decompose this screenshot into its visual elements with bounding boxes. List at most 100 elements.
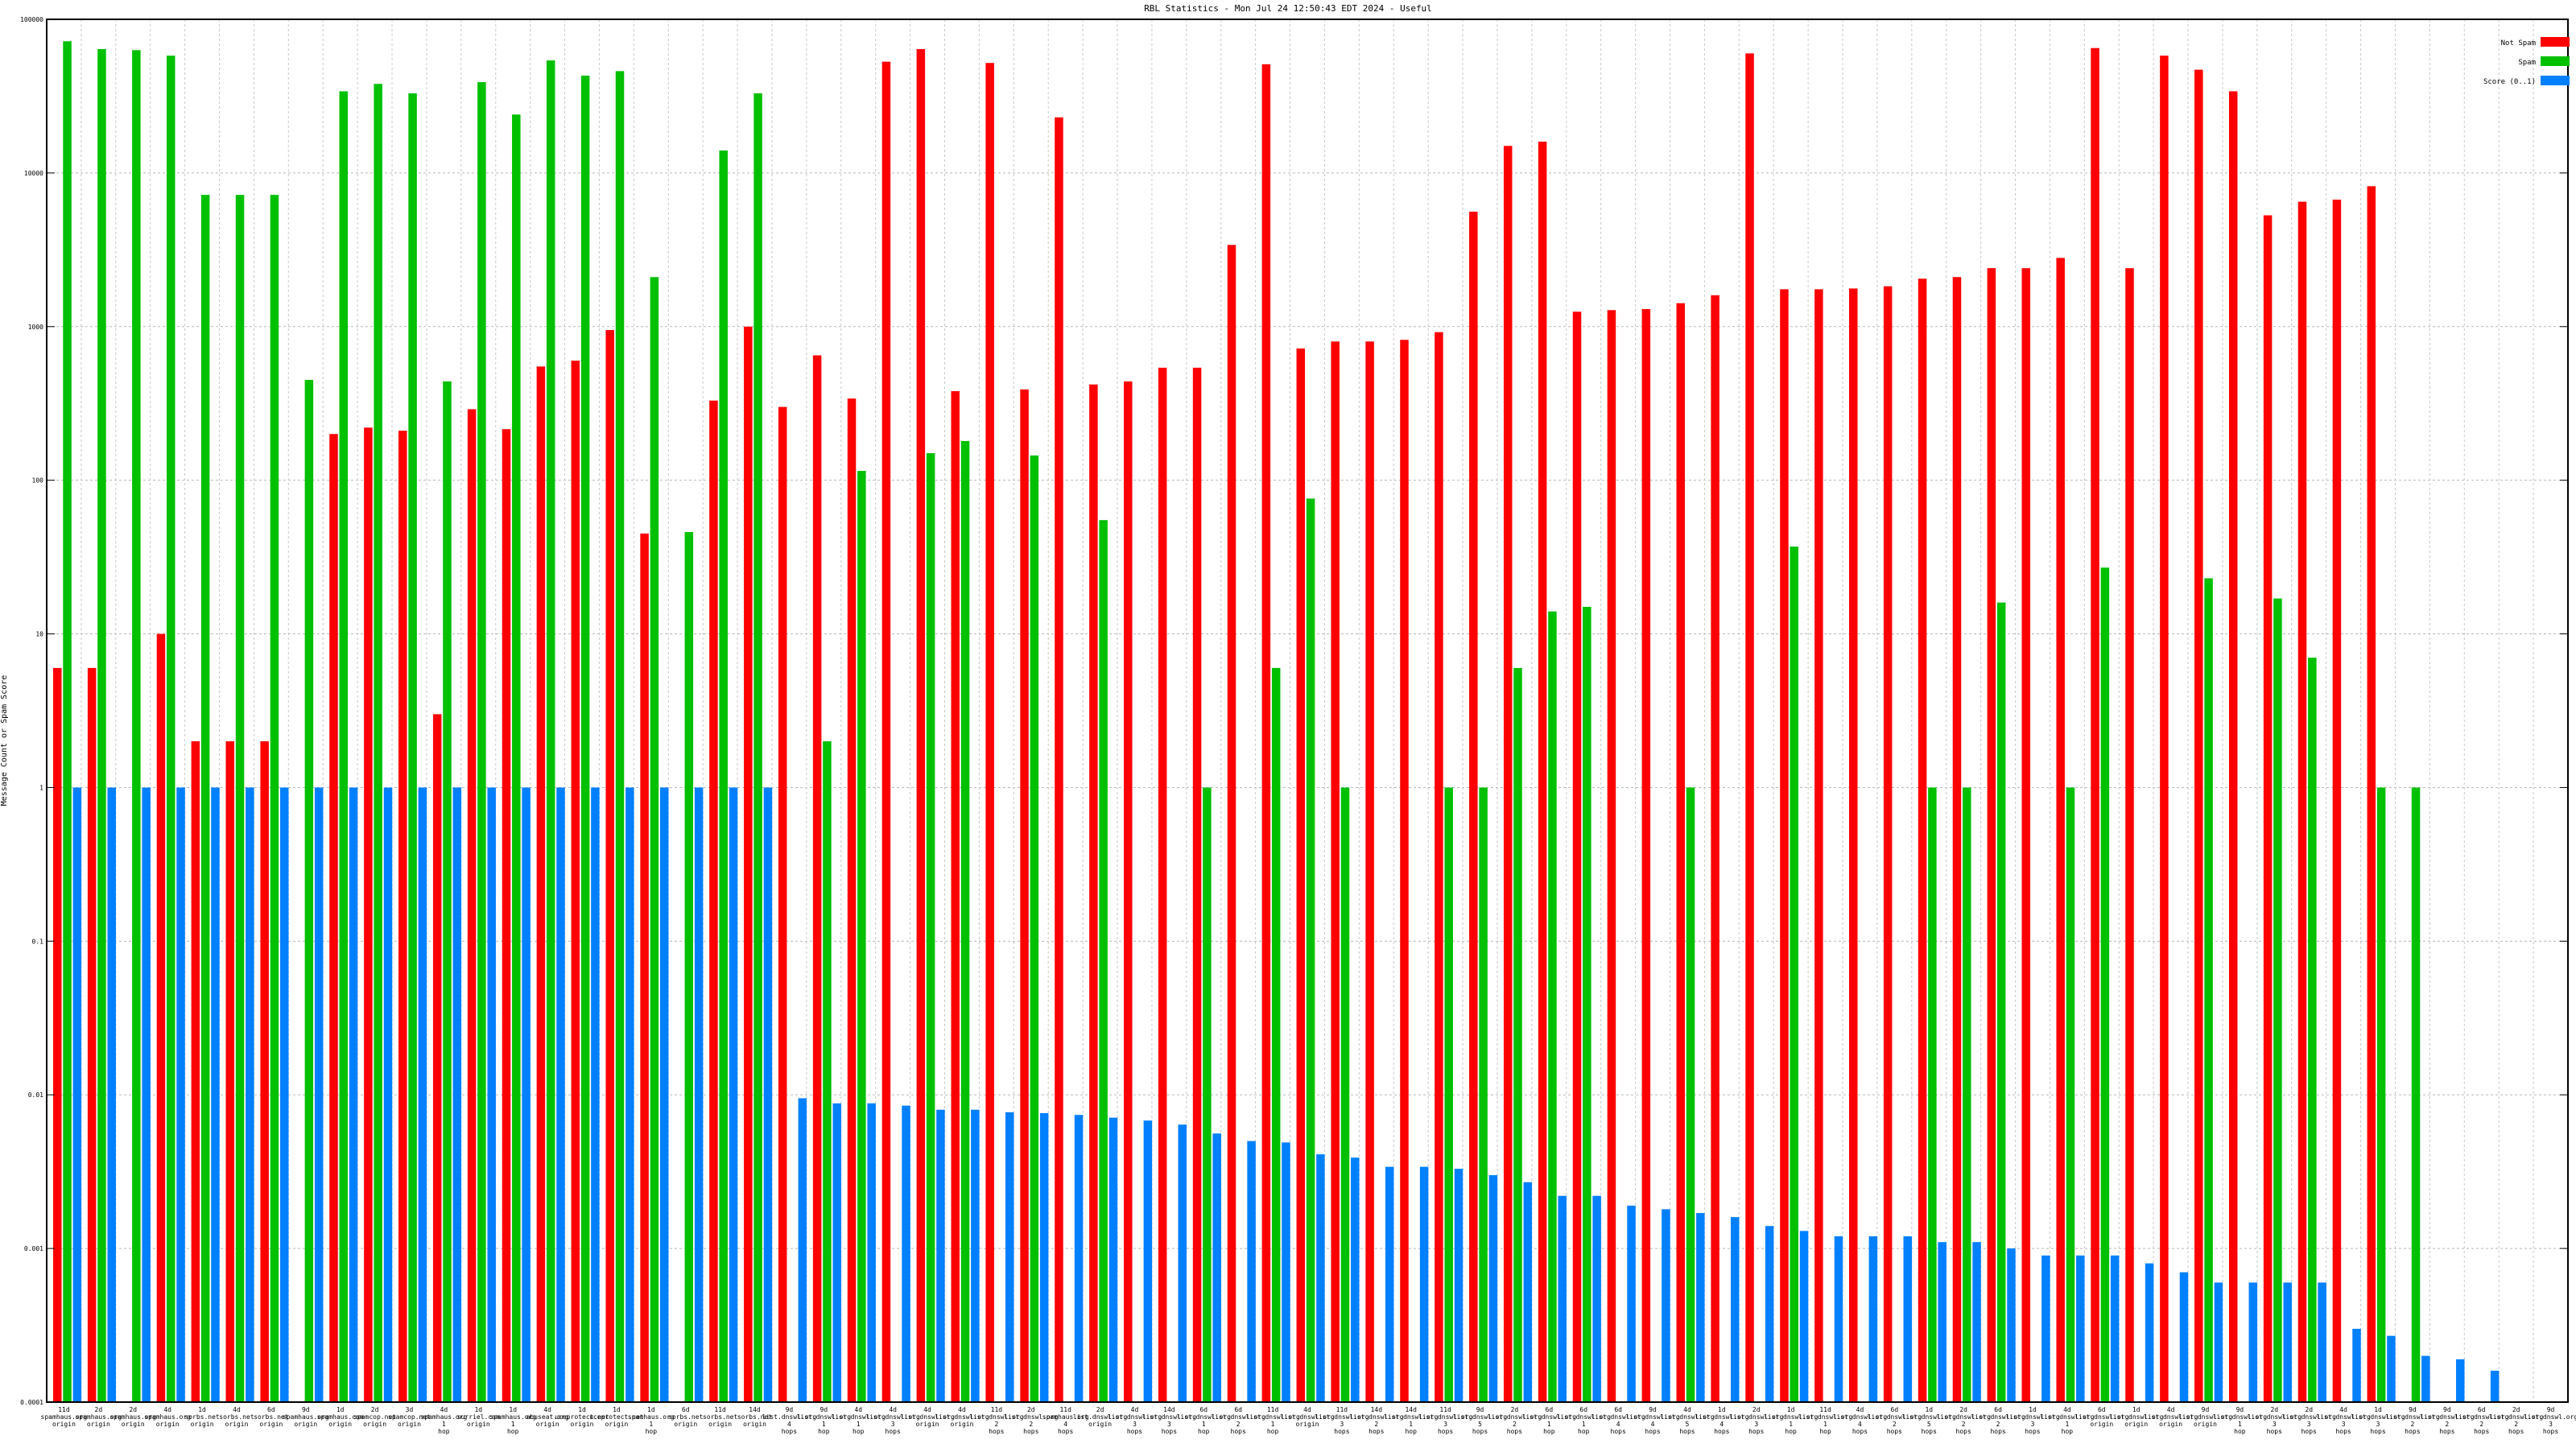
bar-spam xyxy=(477,82,486,1402)
bar-score-0-1 xyxy=(659,787,669,1402)
bars xyxy=(53,41,2500,1403)
bar-score-0-1 xyxy=(902,1105,910,1402)
bar-spam xyxy=(408,93,417,1402)
bar-not-spam xyxy=(398,431,407,1402)
y-tick-label: 0.001 xyxy=(24,1245,43,1252)
x-tick-label: 4d list.dnswl.org 1 hop xyxy=(2040,1406,2095,1435)
x-tick-label: 9d list.dnswl.org 1 hop xyxy=(2213,1406,2268,1435)
bar-spam xyxy=(2204,578,2213,1402)
bar-not-spam xyxy=(191,740,200,1402)
bar-score-0-1 xyxy=(487,787,496,1402)
bar-not-spam xyxy=(985,63,994,1403)
bar-not-spam xyxy=(225,740,235,1402)
bar-score-0-1 xyxy=(107,787,117,1402)
x-tick-label: 11d list.dnswl.org 3 hops xyxy=(1418,1406,1473,1435)
bar-spam xyxy=(2273,598,2282,1402)
bar-spam xyxy=(512,114,521,1402)
bar-score-0-1 xyxy=(1316,1154,1325,1402)
bar-not-spam xyxy=(2091,47,2099,1402)
bar-score-0-1 xyxy=(2387,1335,2396,1402)
x-tick-label: 9d list.dnswl.org 5 hops xyxy=(1453,1406,1508,1435)
bar-spam xyxy=(63,41,72,1402)
bar-score-0-1 xyxy=(2179,1272,2189,1402)
bar-not-spam xyxy=(2263,215,2273,1402)
y-tick-label: 0.0001 xyxy=(20,1399,43,1406)
bar-score-0-1 xyxy=(1247,1141,1256,1402)
x-tick-label: 2d list.dnswl.org origin xyxy=(1073,1406,1128,1428)
bar-score-0-1 xyxy=(1212,1133,1221,1402)
x-tick-label: 2d list.dnswl.org 3 hops xyxy=(1729,1406,1784,1435)
bar-not-spam xyxy=(364,427,373,1402)
bar-not-spam xyxy=(1435,332,1443,1402)
x-tick-label: 6d list.dnswl.org 1 hop xyxy=(1177,1406,1232,1435)
bar-not-spam xyxy=(467,409,477,1402)
x-tick-label: 11d list.dnswl.org 1 hop xyxy=(1245,1406,1300,1435)
x-tick-label: 1d list.dnswl.org 4 hops xyxy=(1695,1406,1749,1435)
x-tick-label: 4d list.dnswl.org 4 hops xyxy=(1833,1406,1888,1435)
x-tick-label: 3d spamcop.net origin xyxy=(388,1406,431,1428)
bar-spam xyxy=(1996,602,2006,1402)
x-tick-label: 9d list.dnswl.org 2 hops xyxy=(2385,1406,2440,1435)
bar-spam xyxy=(1548,611,1557,1402)
x-tick-label: 2d list.dnswl.org 2 hops xyxy=(1488,1406,1542,1435)
x-tick-label: 1d list.dnswl.org 1 hop xyxy=(1764,1406,1818,1435)
bar-not-spam xyxy=(1780,289,1789,1402)
x-tick-label: 6d list.dnswl.org 2 hops xyxy=(1971,1406,2025,1435)
bar-not-spam xyxy=(951,390,960,1402)
x-tick-label: 11d sorbs.net origin xyxy=(703,1406,738,1428)
legend-label: Spam xyxy=(2518,59,2536,67)
x-tick-label: 1d spamhaus.org 1 hop xyxy=(628,1406,675,1435)
bar-spam xyxy=(684,532,694,1402)
bar-not-spam xyxy=(1261,64,1271,1402)
bar-spam xyxy=(2066,787,2075,1402)
bar-not-spam xyxy=(2125,268,2134,1402)
x-tick-label: 9d list.dnswl.org 2 hops xyxy=(2420,1406,2475,1435)
bar-not-spam xyxy=(1055,117,1063,1402)
x-tick-label: 9d spamhaus.org origin xyxy=(283,1406,329,1428)
y-tick-label: 10000 xyxy=(24,170,43,177)
bar-score-0-1 xyxy=(1108,1117,1118,1402)
bar-not-spam xyxy=(1469,211,1478,1402)
bar-score-0-1 xyxy=(1627,1205,1636,1402)
bar-score-0-1 xyxy=(2490,1371,2500,1402)
bar-not-spam xyxy=(1192,367,1202,1402)
x-tick-label: 2d list.dnswl.org 2 hops xyxy=(1004,1406,1059,1435)
bar-spam xyxy=(719,150,728,1403)
x-tick-label: 9d list.dnswl.org 3 hops xyxy=(2524,1406,2576,1435)
bar-not-spam xyxy=(571,361,580,1403)
bar-not-spam xyxy=(1538,141,1547,1402)
x-tick-label: 1d spamhaus.com origin xyxy=(317,1406,364,1428)
bar-spam xyxy=(1790,547,1799,1402)
bar-not-spam xyxy=(1089,384,1098,1402)
bar-score-0-1 xyxy=(1523,1182,1533,1402)
bar-not-spam xyxy=(53,667,62,1402)
bar-not-spam xyxy=(87,667,97,1402)
x-tick-label: 1d list.dnswl.org 5 hops xyxy=(1902,1406,1957,1435)
bar-score-0-1 xyxy=(2283,1282,2292,1402)
bar-score-0-1 xyxy=(246,787,254,1402)
bar-not-spam xyxy=(536,366,546,1403)
bar-score-0-1 xyxy=(522,787,530,1402)
bar-spam xyxy=(1583,606,1591,1402)
x-tick-label: 4d abuseat.org origin xyxy=(526,1406,569,1428)
bar-not-spam xyxy=(1918,278,1927,1402)
bar-spam xyxy=(960,440,970,1402)
bar-spam xyxy=(2376,787,2386,1402)
bar-spam xyxy=(1306,498,1315,1403)
bar-score-0-1 xyxy=(1730,1217,1740,1402)
x-tick-label: 9d list.dnswl.org 4 hops xyxy=(762,1406,817,1435)
x-tick-label: 2d list.dnswl.org 3 hops xyxy=(2282,1406,2337,1435)
bar-not-spam xyxy=(2160,56,2169,1403)
bar-not-spam xyxy=(709,400,718,1402)
bar-not-spam xyxy=(1987,268,1996,1402)
bar-spam xyxy=(167,56,175,1403)
bar-score-0-1 xyxy=(1834,1235,1843,1402)
plot-frame xyxy=(46,19,2569,1403)
bar-not-spam xyxy=(778,406,787,1403)
bar-score-0-1 xyxy=(1662,1209,1670,1402)
x-tick-label: 4d list.dnswl.org origin xyxy=(900,1406,955,1428)
bar-spam xyxy=(374,84,382,1403)
bar-score-0-1 xyxy=(314,787,324,1402)
x-tick-label: 6d list.dnswl.org 4 hops xyxy=(1591,1406,1645,1435)
